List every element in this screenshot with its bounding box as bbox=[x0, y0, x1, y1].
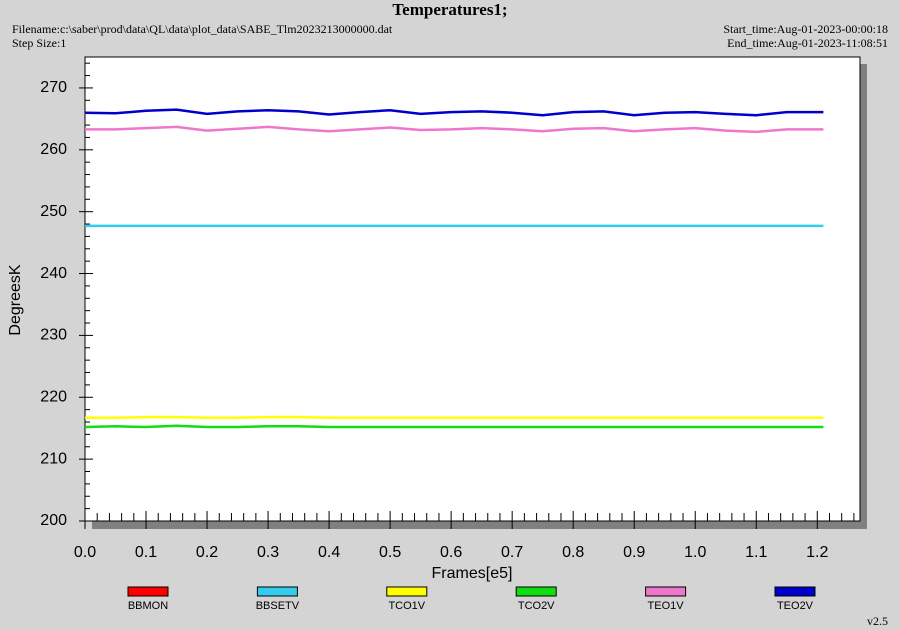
legend-label: BBMON bbox=[128, 600, 168, 612]
x-tick-label: 0.9 bbox=[623, 544, 645, 561]
x-tick-label: 0.0 bbox=[74, 544, 96, 561]
series-line bbox=[84, 424, 824, 429]
x-tick-label: 0.3 bbox=[257, 544, 279, 561]
legend-label: BBSETV bbox=[256, 600, 300, 612]
legend-swatch bbox=[256, 586, 298, 597]
start-time: Start_time:Aug-01-2023-00:00:18 bbox=[723, 22, 888, 36]
step-size: Step Size:1 bbox=[12, 36, 66, 50]
legend-label: TEO2V bbox=[777, 600, 814, 612]
y-tick-label: 230 bbox=[40, 327, 67, 344]
x-tick-label: 0.4 bbox=[318, 544, 340, 561]
y-tick-label: 220 bbox=[40, 388, 67, 405]
series-line bbox=[84, 108, 824, 117]
x-tick-label: 0.8 bbox=[562, 544, 584, 561]
y-tick-label: 210 bbox=[40, 450, 67, 467]
x-tick-label: 0.7 bbox=[501, 544, 523, 561]
plot-area bbox=[84, 56, 861, 522]
legend-swatch bbox=[127, 586, 169, 597]
legend-swatch bbox=[774, 586, 816, 597]
series-line bbox=[85, 125, 824, 134]
x-tick-label: 1.2 bbox=[806, 544, 828, 561]
x-tick-label: 1.0 bbox=[684, 544, 706, 561]
x-axis-label: Frames[e5] bbox=[432, 565, 513, 582]
legend-label: TCO1V bbox=[388, 600, 425, 612]
chart-title: Temperatures1; bbox=[392, 0, 507, 19]
series-line bbox=[85, 415, 824, 419]
filename: Filename:c:\saber\prod\data\QL\data\plot… bbox=[12, 22, 393, 36]
x-tick-label: 0.2 bbox=[196, 544, 218, 561]
end-time: End_time:Aug-01-2023-11:08:51 bbox=[727, 36, 888, 50]
x-tick-label: 0.5 bbox=[379, 544, 401, 561]
y-tick-label: 240 bbox=[40, 265, 67, 282]
legend-swatch bbox=[515, 586, 557, 597]
x-tick-label: 1.1 bbox=[745, 544, 767, 561]
x-tick-label: 0.1 bbox=[135, 544, 157, 561]
y-axis-label: DegreesK bbox=[7, 264, 24, 335]
version: v2.5 bbox=[867, 614, 888, 628]
y-tick-label: 260 bbox=[40, 141, 67, 158]
legend-swatch bbox=[386, 586, 428, 597]
x-tick-label: 0.6 bbox=[440, 544, 462, 561]
legend-label: TEO1V bbox=[648, 600, 685, 612]
legend-swatch bbox=[645, 586, 687, 597]
legend-label: TCO2V bbox=[518, 600, 555, 612]
y-tick-label: 200 bbox=[40, 512, 67, 529]
y-tick-label: 270 bbox=[40, 79, 67, 96]
y-tick-label: 250 bbox=[40, 203, 67, 220]
